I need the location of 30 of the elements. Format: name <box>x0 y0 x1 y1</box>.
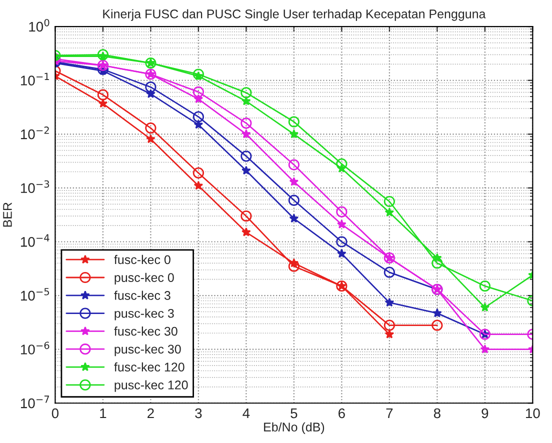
legend-label: fusc-kec 30 <box>114 326 178 336</box>
y-tick-label: 10$^{−4}$ <box>20 234 50 247</box>
x-tick-label: 3 <box>195 408 202 418</box>
legend-label: pusc-kec 3 <box>114 308 174 320</box>
legend-label: fusc-kec 0 <box>114 254 170 264</box>
x-tick-label: 8 <box>434 408 440 418</box>
legend-label: pusc-kec 30 <box>114 344 181 356</box>
x-tick-label: 10 <box>526 408 540 418</box>
y-tick-label: 10$^{−1}$ <box>20 72 49 86</box>
y-tick-label: 10$^{−3}$ <box>20 180 50 194</box>
y-tick-label: 10$^{−6}$ <box>20 342 50 354</box>
y-axis-title: BER <box>3 202 12 227</box>
x-tick-label: 5 <box>290 408 298 418</box>
x-tick-label: 9 <box>482 408 488 418</box>
legend-label: fusc-kec 3 <box>114 290 170 300</box>
chart-title: Kinerja FUSC dan PUSC Single User terhadap Kecepatan Pengguna <box>103 9 486 21</box>
x-tick-label: 4 <box>242 408 250 418</box>
x-tick-label: 7 <box>386 408 393 418</box>
legend-label: pusc-kec 0 <box>114 272 174 284</box>
y-tick-label: 10$^{−5}$ <box>20 288 49 301</box>
x-tick-label: 1 <box>100 408 106 418</box>
y-tick-label: 10$^{−2}$ <box>20 126 49 140</box>
legend-label: fusc-kec 120 <box>114 362 184 372</box>
y-tick-label: 10$^{0}$ <box>29 18 50 32</box>
y-tick-label: 10$^{−7}$ <box>20 396 50 408</box>
x-tick-label: 0 <box>52 408 59 418</box>
x-tick-label: 6 <box>338 408 345 418</box>
x-axis-title: Eb/No (dB) <box>264 422 324 434</box>
legend-label: pusc-kec 120 <box>114 380 188 392</box>
x-tick-label: 2 <box>148 408 154 418</box>
